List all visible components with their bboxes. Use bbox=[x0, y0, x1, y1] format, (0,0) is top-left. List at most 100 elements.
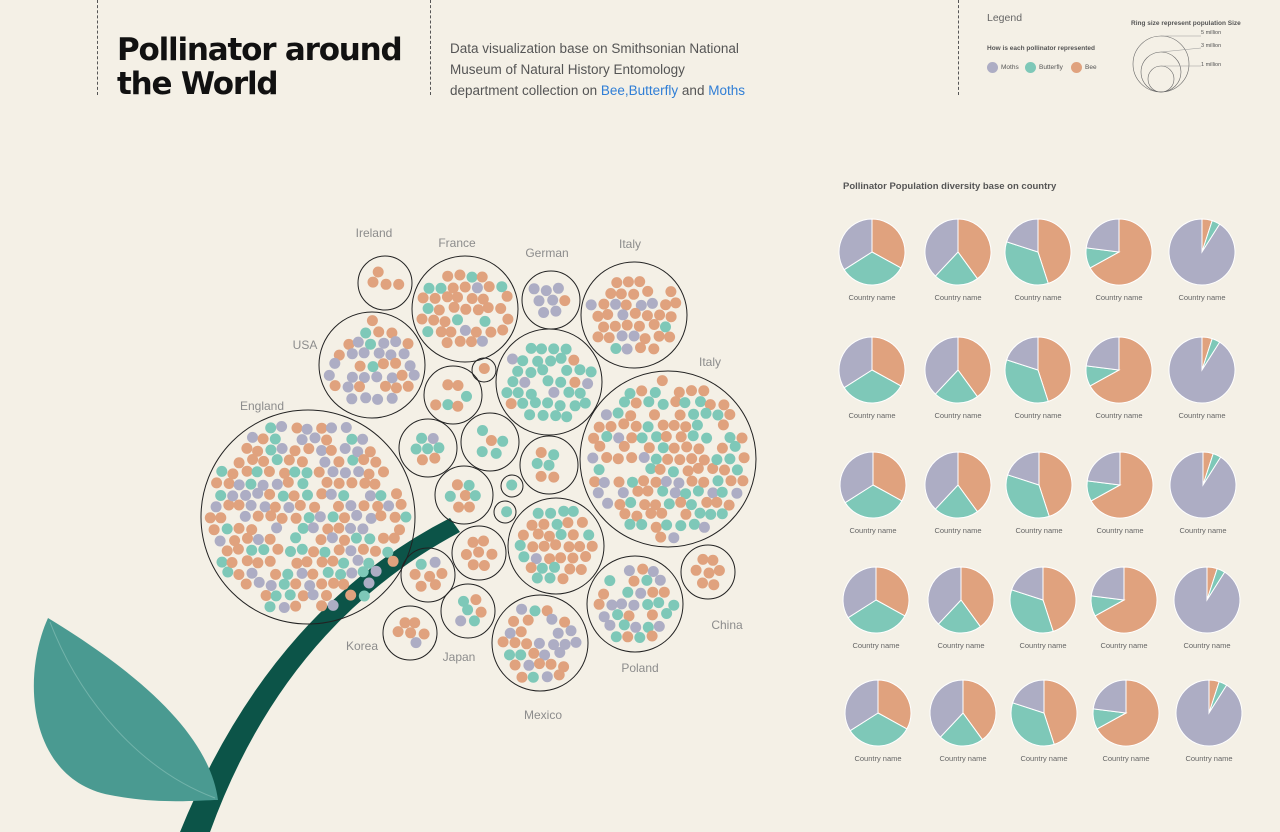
pie-slice-bee bbox=[1094, 566, 1158, 634]
pollinator-dot-bee bbox=[648, 319, 660, 330]
pollinator-dot-butterfly bbox=[444, 490, 456, 502]
pollinator-dot-bee bbox=[316, 488, 328, 500]
subtitle-bee-link[interactable]: Bee bbox=[600, 83, 625, 98]
pollinator-dot-bee bbox=[628, 575, 640, 587]
pollinator-dot-bee bbox=[642, 485, 654, 497]
pollinator-dot-butterfly bbox=[569, 400, 581, 412]
pie-label: Country name bbox=[1102, 754, 1149, 763]
pollinator-dot-moth bbox=[314, 511, 326, 523]
pollinator-dot-moth bbox=[363, 577, 375, 589]
pie-label: Country name bbox=[848, 411, 895, 420]
pollinator-dot-bee bbox=[497, 636, 509, 648]
pollinator-dot-butterfly bbox=[497, 435, 509, 447]
pollinator-dot-bee bbox=[613, 476, 625, 488]
pollinator-dot-moth bbox=[554, 647, 566, 658]
pollinator-dot-butterfly bbox=[642, 621, 654, 633]
pollinator-dot-bee bbox=[387, 555, 399, 567]
pollinator-dot-bee bbox=[478, 363, 490, 374]
pie-slice-bee bbox=[871, 336, 906, 387]
pollinator-dot-moth bbox=[398, 348, 410, 360]
pollinator-dot-bee bbox=[680, 508, 692, 520]
pollinator-dot-bee bbox=[378, 466, 389, 478]
pollinator-dot-bee bbox=[598, 298, 610, 310]
pollinator-dot-moth bbox=[507, 353, 518, 365]
pollinator-dot-bee bbox=[649, 409, 660, 421]
pollinator-dot-bee bbox=[328, 577, 340, 589]
pollinator-dot-bee bbox=[333, 544, 345, 556]
pollinator-dot-bee bbox=[636, 385, 648, 397]
pollinator-dot-bee bbox=[538, 540, 550, 552]
pie-slice-bee bbox=[877, 679, 912, 730]
pollinator-dot-bee bbox=[631, 510, 643, 522]
pollinator-dot-butterfly bbox=[258, 544, 270, 556]
pollinator-dot-butterfly bbox=[422, 326, 434, 338]
pollinator-dot-bee bbox=[445, 326, 457, 338]
country-ring bbox=[200, 409, 416, 625]
pollinator-dot-butterfly bbox=[560, 343, 572, 355]
pollinator-dot-bee bbox=[269, 501, 281, 513]
pollinator-dot-bee bbox=[429, 292, 441, 304]
pollinator-dot-bee bbox=[396, 369, 408, 381]
pollinator-dot-bee bbox=[339, 534, 350, 546]
pollinator-dot-bee bbox=[526, 519, 538, 531]
pollinator-dot-bee bbox=[264, 533, 276, 545]
pollinator-dot-bee bbox=[409, 568, 421, 580]
pollinator-dot-moth bbox=[364, 490, 376, 502]
pollinator-dot-bee bbox=[620, 299, 632, 311]
pollinator-dot-butterfly bbox=[583, 529, 595, 541]
pollinator-dot-moth bbox=[383, 500, 395, 512]
pollinator-dot-moth bbox=[319, 456, 331, 468]
pollinator-dot-butterfly bbox=[612, 407, 624, 419]
pollinator-dot-butterfly bbox=[319, 546, 331, 558]
pollinator-dot-butterfly bbox=[680, 488, 692, 500]
subtitle-butterfly-link[interactable]: Butterfly bbox=[628, 83, 679, 98]
pollinator-dot-moth bbox=[386, 392, 398, 404]
subtitle-moths-link[interactable]: Moths bbox=[708, 83, 745, 98]
pollinator-dot-bee bbox=[477, 293, 489, 305]
pollinator-dot-butterfly bbox=[624, 518, 636, 530]
pollinator-dot-butterfly bbox=[563, 386, 575, 398]
pollinator-dot-bee bbox=[575, 564, 587, 575]
pollinator-dot-bee bbox=[562, 517, 574, 529]
pollinator-dot-bee bbox=[675, 431, 687, 443]
pollinator-dot-bee bbox=[701, 496, 713, 508]
pollinator-dot-bee bbox=[630, 420, 642, 432]
pollinator-dot-butterfly bbox=[365, 338, 376, 350]
legend-dot-bee bbox=[1071, 62, 1082, 73]
pollinator-dot-bee bbox=[593, 421, 605, 433]
pie-label: Country name bbox=[1100, 641, 1147, 650]
pollinator-dot-bee bbox=[260, 590, 272, 601]
pie-slice-moths bbox=[839, 451, 874, 504]
pollinator-dot-moth bbox=[540, 285, 552, 297]
pollinator-dot-butterfly bbox=[716, 508, 728, 520]
pollinator-dot-moth bbox=[345, 522, 356, 534]
pollinator-dot-moth bbox=[390, 336, 402, 348]
pollinator-dot-bee bbox=[550, 539, 562, 551]
pollinator-dot-butterfly bbox=[512, 387, 524, 399]
pollinator-dot-bee bbox=[656, 375, 668, 387]
pollinator-dot-bee bbox=[459, 490, 471, 501]
pollinator-dot-butterfly bbox=[290, 532, 302, 544]
pollinator-dot-moth bbox=[628, 330, 640, 342]
pollinator-dot-moth bbox=[265, 580, 277, 591]
pollinator-dot-bee bbox=[707, 463, 719, 474]
pollinator-dot-moth bbox=[360, 392, 372, 404]
pollinator-dot-moth bbox=[617, 487, 629, 499]
pollinator-dot-bee bbox=[264, 488, 276, 500]
pollinator-dot-bee bbox=[370, 456, 382, 468]
pollinator-dot-butterfly bbox=[550, 410, 562, 422]
pollinator-dot-bee bbox=[233, 522, 245, 534]
pollinator-dot-bee bbox=[686, 475, 698, 487]
pollinator-dot-butterfly bbox=[271, 454, 283, 466]
pollinator-dot-bee bbox=[629, 307, 641, 319]
pollinator-dot-bee bbox=[240, 578, 252, 590]
pollinator-dot-bee bbox=[394, 524, 405, 536]
pollinator-dot-bee bbox=[346, 477, 358, 489]
pie-slice-moths bbox=[1175, 679, 1243, 747]
pollinator-dot-butterfly bbox=[561, 411, 573, 423]
pollinator-dot-bee bbox=[391, 488, 402, 500]
legend-dot-moths bbox=[987, 62, 998, 73]
pollinator-dot-butterfly bbox=[297, 522, 309, 534]
legend-item-moths: Moths bbox=[987, 62, 1019, 73]
